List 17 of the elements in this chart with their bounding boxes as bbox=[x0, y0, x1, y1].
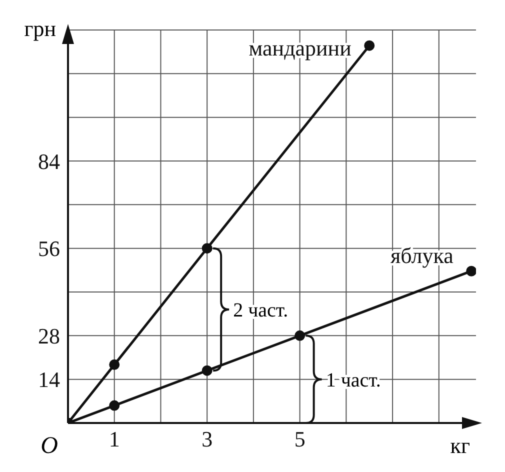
point bbox=[109, 359, 120, 370]
point bbox=[294, 330, 306, 341]
y-axis-title: грн bbox=[24, 16, 56, 41]
x-tick-label: 1 bbox=[108, 426, 120, 452]
point bbox=[109, 400, 120, 411]
x-tick-label: 5 bbox=[294, 426, 306, 452]
point bbox=[364, 40, 375, 51]
x-tick-label: 3 bbox=[202, 426, 213, 452]
point bbox=[466, 266, 476, 276]
y-tick-label: 84 bbox=[38, 148, 60, 174]
point bbox=[202, 243, 212, 254]
y-tick-label: 28 bbox=[38, 323, 60, 348]
y-tick-label: 56 bbox=[38, 236, 60, 262]
text: O bbox=[40, 433, 58, 459]
y-tick-label: 14 bbox=[38, 367, 60, 392]
x-axis-title: кг bbox=[450, 433, 470, 458]
point bbox=[202, 365, 212, 376]
